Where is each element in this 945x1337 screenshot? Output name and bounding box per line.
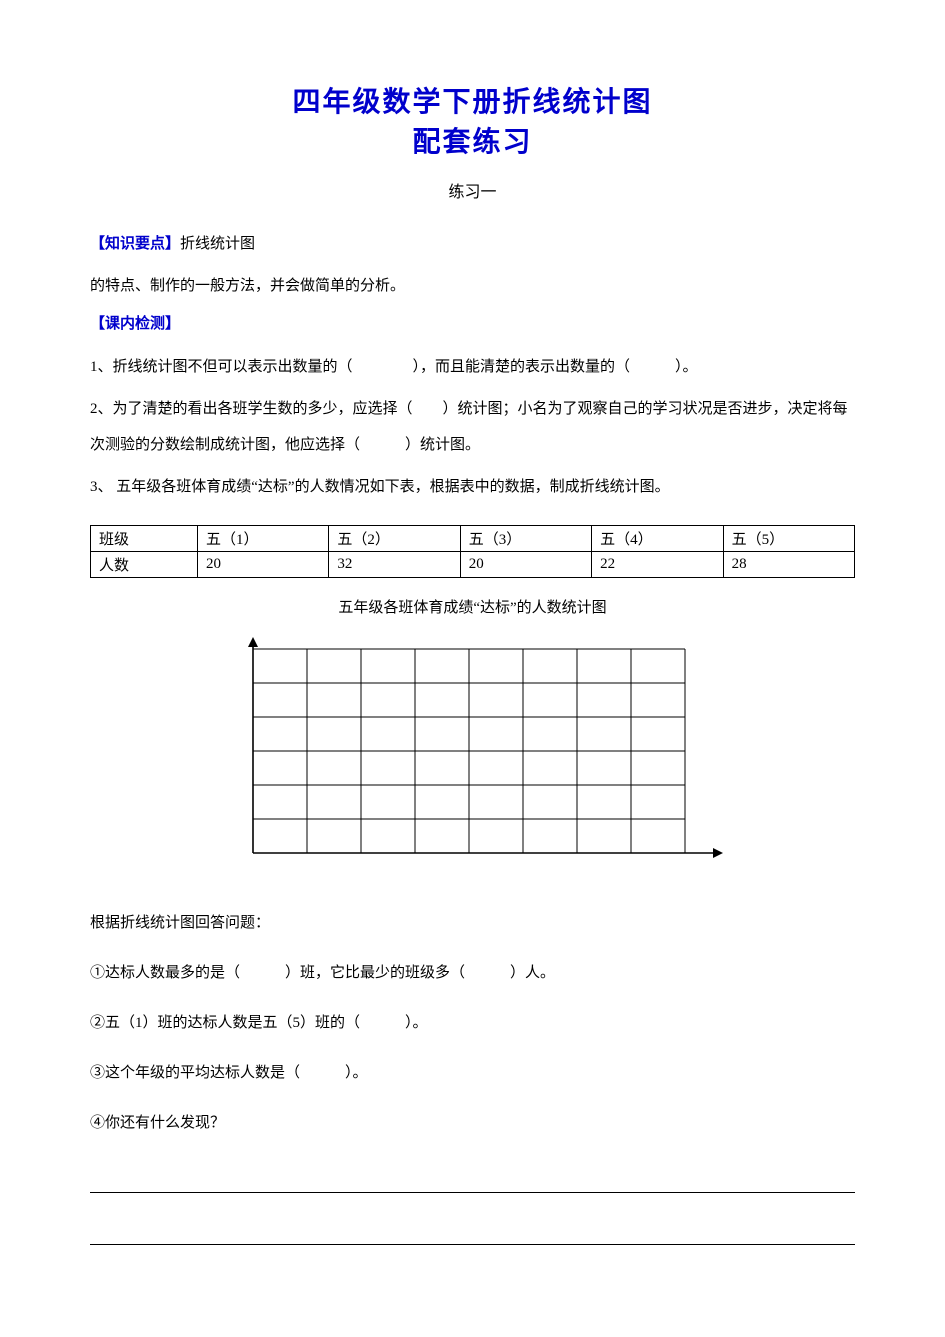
knowledge-tail: 折线统计图 (180, 236, 255, 252)
chart-container (90, 629, 855, 877)
table-row: 人数 20 32 20 22 28 (91, 552, 855, 578)
followup-q2: ②五（1）班的达标人数是五（5）班的（ ）。 (90, 1005, 855, 1041)
blank-grid-chart (213, 629, 733, 877)
table-header-row: 班级 五（1） 五（2） 五（3） 五（4） 五（5） (91, 526, 855, 552)
followup-q1: ①达标人数最多的是（ ）班，它比最少的班级多（ ）人。 (90, 955, 855, 991)
table-cell: 人数 (91, 552, 198, 578)
table-cell: 班级 (91, 526, 198, 552)
table-cell: 22 (592, 552, 723, 578)
knowledge-heading: 【知识要点】 (90, 236, 180, 252)
question-1: 1、折线统计图不但可以表示出数量的（ ），而且能清楚的表示出数量的（ ）。 (90, 349, 855, 385)
subtitle: 练习一 (90, 178, 855, 202)
answer-line-2 (90, 1217, 855, 1245)
main-title-line2: 配套练习 (90, 120, 855, 160)
data-table: 班级 五（1） 五（2） 五（3） 五（4） 五（5） 人数 20 32 20 … (90, 525, 855, 578)
answer-line-1 (90, 1165, 855, 1193)
knowledge-heading-line: 【知识要点】折线统计图 (90, 226, 855, 262)
table-cell: 五（4） (592, 526, 723, 552)
table-cell: 20 (460, 552, 591, 578)
question-3: 3、 五年级各班体育成绩“达标”的人数情况如下表，根据表中的数据，制成折线统计图… (90, 469, 855, 505)
knowledge-para: 的特点、制作的一般方法，并会做简单的分析。 (90, 268, 855, 304)
table-cell: 28 (723, 552, 854, 578)
table-cell: 五（3） (460, 526, 591, 552)
table-cell: 五（5） (723, 526, 854, 552)
table-cell: 五（1） (197, 526, 328, 552)
question-2: 2、为了清楚的看出各班学生数的多少，应选择（ ）统计图；小名为了观察自己的学习状… (90, 391, 855, 463)
followup-intro: 根据折线统计图回答问题： (90, 905, 855, 941)
test-heading: 【课内检测】 (90, 312, 855, 333)
main-title-line1: 四年级数学下册折线统计图 (90, 80, 855, 120)
table-cell: 五（2） (329, 526, 460, 552)
followup-q4: ④你还有什么发现？ (90, 1105, 855, 1141)
table-cell: 20 (197, 552, 328, 578)
table-cell: 32 (329, 552, 460, 578)
followup-q3: ③这个年级的平均达标人数是（ ）。 (90, 1055, 855, 1091)
chart-title: 五年级各班体育成绩“达标”的人数统计图 (90, 596, 855, 617)
